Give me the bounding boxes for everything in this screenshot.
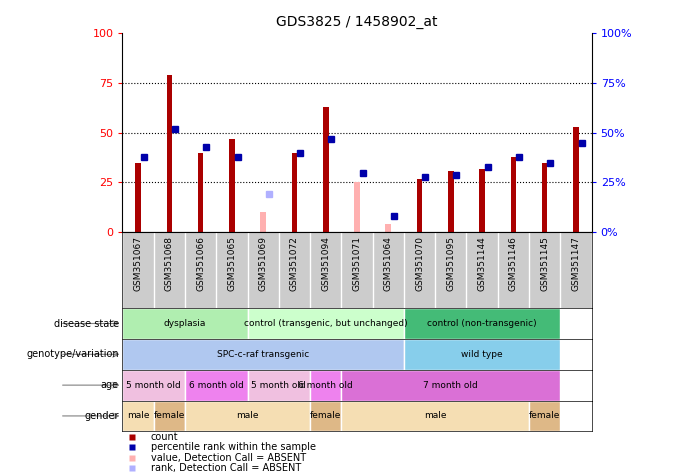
Text: 6 month old: 6 month old — [189, 381, 243, 390]
Text: dysplasia: dysplasia — [164, 319, 206, 328]
Text: age: age — [101, 380, 119, 390]
Bar — [529, 401, 560, 431]
Text: count: count — [150, 432, 178, 442]
Bar — [122, 308, 248, 339]
Bar — [310, 370, 341, 401]
Text: GSM351147: GSM351147 — [571, 236, 581, 291]
Bar — [122, 401, 154, 431]
Text: GSM351064: GSM351064 — [384, 236, 393, 291]
Bar — [185, 370, 248, 401]
Bar — [323, 107, 328, 232]
Text: control (non-transgenic): control (non-transgenic) — [427, 319, 537, 328]
Bar — [122, 370, 185, 401]
Bar — [167, 75, 172, 232]
Bar — [122, 339, 404, 370]
Text: disease state: disease state — [54, 319, 119, 328]
Bar — [154, 401, 185, 431]
Text: 7 month old: 7 month old — [424, 381, 478, 390]
Bar — [404, 339, 560, 370]
Text: female: female — [310, 411, 341, 420]
Text: GSM351071: GSM351071 — [352, 236, 362, 291]
Bar — [260, 212, 266, 232]
Text: male: male — [126, 411, 150, 420]
Bar — [573, 127, 579, 232]
Bar — [448, 171, 454, 232]
Text: 5 month old: 5 month old — [252, 381, 306, 390]
Text: female: female — [154, 411, 185, 420]
Text: GSM351068: GSM351068 — [165, 236, 174, 291]
Bar — [417, 179, 422, 232]
Bar — [310, 401, 341, 431]
Bar — [292, 153, 297, 232]
Bar — [198, 153, 203, 232]
Text: GSM351072: GSM351072 — [290, 236, 299, 291]
Text: rank, Detection Call = ABSENT: rank, Detection Call = ABSENT — [150, 463, 301, 473]
Text: gender: gender — [84, 411, 119, 421]
Text: control (transgenic, but unchanged): control (transgenic, but unchanged) — [244, 319, 407, 328]
Text: wild type: wild type — [461, 350, 503, 359]
Bar — [341, 370, 560, 401]
Bar — [248, 308, 404, 339]
Bar — [404, 308, 560, 339]
Text: GSM351094: GSM351094 — [321, 236, 330, 291]
Bar — [542, 163, 547, 232]
Text: male: male — [236, 411, 259, 420]
Bar — [386, 224, 391, 232]
Text: male: male — [424, 411, 447, 420]
Text: GSM351067: GSM351067 — [133, 236, 143, 291]
Bar — [135, 163, 141, 232]
Bar — [185, 401, 310, 431]
Text: GSM351065: GSM351065 — [227, 236, 237, 291]
Text: GSM351069: GSM351069 — [258, 236, 268, 291]
Bar — [479, 169, 485, 232]
Text: 5 month old: 5 month old — [126, 381, 181, 390]
Text: genotype/variation: genotype/variation — [27, 349, 119, 359]
Text: GSM351146: GSM351146 — [509, 236, 518, 291]
Text: GSM351066: GSM351066 — [196, 236, 205, 291]
Text: GSM351070: GSM351070 — [415, 236, 424, 291]
Text: value, Detection Call = ABSENT: value, Detection Call = ABSENT — [150, 453, 306, 463]
Text: GSM351144: GSM351144 — [477, 236, 487, 291]
Text: SPC-c-raf transgenic: SPC-c-raf transgenic — [217, 350, 309, 359]
Text: GSM351095: GSM351095 — [446, 236, 456, 291]
Bar — [229, 139, 235, 232]
Text: percentile rank within the sample: percentile rank within the sample — [150, 442, 316, 453]
Text: 6 month old: 6 month old — [299, 381, 353, 390]
Text: GSM351145: GSM351145 — [540, 236, 549, 291]
Bar — [448, 179, 454, 232]
Bar — [248, 370, 310, 401]
Text: female: female — [529, 411, 560, 420]
Bar — [354, 182, 360, 232]
Title: GDS3825 / 1458902_at: GDS3825 / 1458902_at — [276, 15, 438, 29]
Bar — [341, 401, 529, 431]
Bar — [511, 156, 516, 232]
